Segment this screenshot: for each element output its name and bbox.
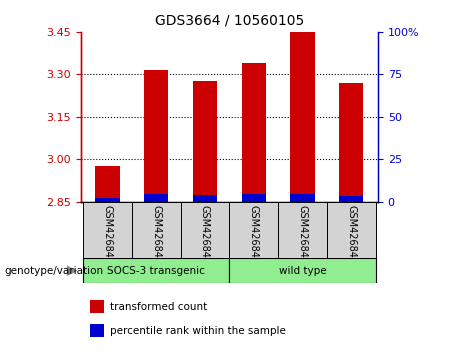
Bar	[83, 202, 132, 258]
Text: GSM426841: GSM426841	[151, 205, 161, 264]
Text: GSM426843: GSM426843	[249, 205, 259, 264]
Text: transformed count: transformed count	[111, 302, 207, 312]
Bar	[242, 63, 266, 202]
Title: GDS3664 / 10560105: GDS3664 / 10560105	[155, 14, 304, 28]
Text: genotype/variation: genotype/variation	[5, 266, 104, 276]
Text: SOCS-3 transgenic: SOCS-3 transgenic	[107, 266, 205, 276]
Bar	[95, 198, 120, 202]
Bar	[230, 258, 376, 283]
Text: percentile rank within the sample: percentile rank within the sample	[111, 326, 286, 336]
Bar	[83, 258, 230, 283]
Bar	[290, 32, 315, 202]
Bar	[339, 83, 363, 202]
Bar	[181, 202, 230, 258]
Bar	[144, 194, 168, 202]
Bar	[193, 81, 217, 202]
Text: GSM426844: GSM426844	[297, 205, 307, 264]
Text: GSM426840: GSM426840	[102, 205, 112, 264]
Bar	[242, 194, 266, 202]
Bar	[278, 202, 327, 258]
Bar	[89, 300, 105, 313]
Bar	[144, 70, 168, 202]
Text: GSM426845: GSM426845	[346, 205, 356, 264]
Bar	[132, 202, 181, 258]
Bar	[339, 195, 363, 202]
Bar	[95, 166, 120, 202]
Bar	[89, 324, 105, 337]
Text: GSM426842: GSM426842	[200, 205, 210, 264]
Bar	[290, 194, 315, 202]
Bar	[327, 202, 376, 258]
Bar	[230, 202, 278, 258]
Bar	[193, 195, 217, 202]
Polygon shape	[67, 266, 77, 276]
Text: wild type: wild type	[278, 266, 326, 276]
